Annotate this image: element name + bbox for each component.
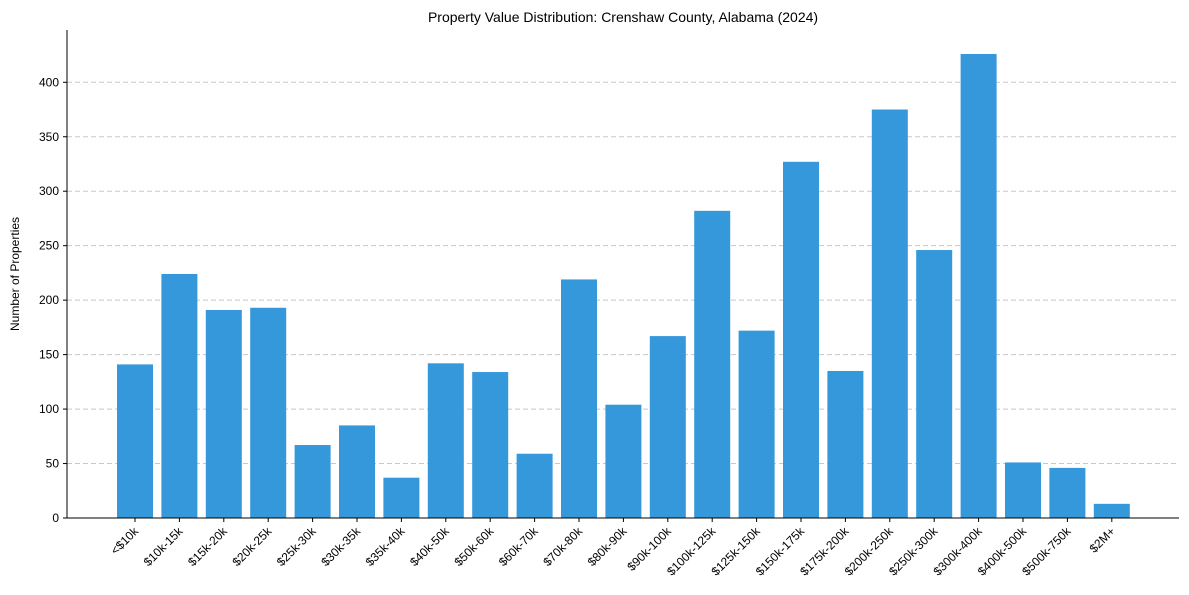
- chart-title: Property Value Distribution: Crenshaw Co…: [428, 9, 818, 25]
- bar: [205, 309, 242, 518]
- bar: [1093, 503, 1130, 518]
- y-tick-label: 0: [52, 511, 59, 525]
- bar: [472, 372, 509, 518]
- bar: [827, 370, 864, 518]
- x-tick-label: $25k-30k: [274, 524, 320, 570]
- bar: [960, 53, 997, 518]
- x-tick-label: $10k-15k: [141, 524, 187, 570]
- bar: [694, 210, 731, 519]
- y-axis-label: Number of Properties: [8, 217, 22, 331]
- bar: [561, 279, 597, 518]
- y-ticks: 0 50 100 150 200 250 300 350 400: [39, 75, 67, 525]
- bar: [516, 453, 553, 518]
- x-tick-label: $30k-35k: [318, 524, 364, 570]
- y-tick-label: 150: [39, 348, 59, 362]
- y-tick-label: 250: [39, 239, 59, 253]
- x-tick-label: $50k-60k: [452, 524, 498, 570]
- bar: [1005, 462, 1041, 518]
- x-tick-label: $15k-20k: [185, 524, 231, 570]
- x-tick-label: $2M+: [1087, 524, 1118, 555]
- bars: [117, 53, 1130, 519]
- x-tick-label: <$10k: [108, 524, 142, 558]
- y-tick-label: 100: [39, 402, 59, 416]
- x-tick-label: $40k-50k: [407, 524, 453, 570]
- bar: [427, 363, 464, 518]
- x-ticks: <$10k $10k-15k $15k-20k $20k-25k $25k-30k $30…: [108, 518, 1118, 578]
- y-tick-label: 200: [39, 293, 59, 307]
- bar: [871, 109, 908, 519]
- y-tick-label: 400: [39, 75, 59, 89]
- y-tick-label: 350: [39, 130, 59, 144]
- x-tick-label: $35k-40k: [363, 524, 409, 570]
- x-tick-label: $60k-70k: [496, 524, 542, 570]
- x-tick-label: $500k-750k: [1019, 524, 1074, 579]
- bar: [738, 330, 775, 518]
- bar: [783, 161, 819, 518]
- y-tick-label: 300: [39, 184, 59, 198]
- bar: [117, 364, 153, 518]
- x-tick-label: $20k-25k: [230, 524, 276, 570]
- bar: [1049, 467, 1086, 518]
- bar: [339, 425, 375, 518]
- x-tick-label: $80k-90k: [585, 524, 631, 570]
- bar: [250, 307, 287, 518]
- y-tick-label: 50: [46, 457, 60, 471]
- bar: [294, 445, 331, 518]
- x-tick-label: $70k-80k: [540, 524, 586, 570]
- bar: [383, 477, 420, 518]
- bar: [649, 336, 686, 518]
- bar: [161, 274, 198, 518]
- bar: [605, 404, 642, 518]
- bar: [916, 250, 953, 519]
